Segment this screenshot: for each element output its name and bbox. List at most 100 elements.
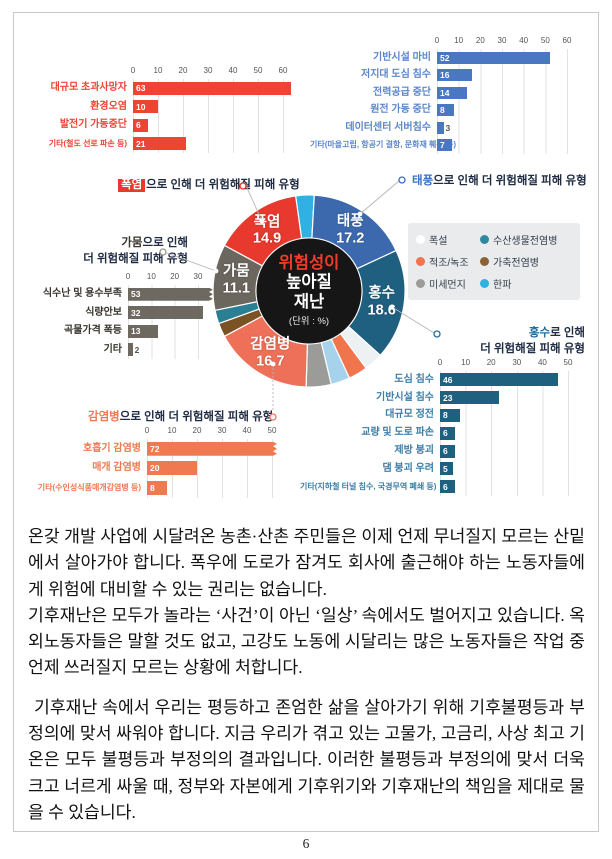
donut-svg <box>212 194 406 388</box>
donut-wedge-label: 가뭄 11.1 <box>222 263 250 297</box>
bar-track: 8 <box>440 408 568 422</box>
typhoon-accent: 태풍 <box>412 175 434 187</box>
bar-label: 도심 침수 <box>394 373 434 385</box>
paragraph-1: 온갖 개발 사업에 시달려온 농촌·산촌 주민들은 이제 언제 무너질지 모르는… <box>28 527 585 599</box>
bar-row: 발전기 가동중단 6 <box>30 116 283 135</box>
bar-value: 14 <box>440 87 450 98</box>
paragraph-3: 기후재난 속에서 우리는 평등하고 존엄한 삶을 살아가기 위해 기후불평등과 … <box>28 697 585 822</box>
bar <box>133 81 291 95</box>
axis-tick: 30 <box>203 66 213 75</box>
bar-row: 대규모 초과사망자 63 <box>30 79 291 98</box>
bar-row: 원전 가동 중단 8 <box>310 102 567 120</box>
axis-tick: 50 <box>540 36 550 45</box>
bar-row: 매개 감염병 20 <box>25 459 272 479</box>
axis-tick: 30 <box>497 36 507 45</box>
bar-track: 14 <box>437 86 567 99</box>
donut-wedge-label: 태풍 17.2 <box>336 213 365 247</box>
bar-label: 식량안보 <box>85 306 122 318</box>
bar-value: 20 <box>150 463 160 473</box>
axis-tick: 20 <box>486 358 496 367</box>
bar-track: 21 <box>133 137 283 151</box>
bar-label: 기타(지하철 터널 침수, 국경무역 폐쇄 등) <box>300 481 437 491</box>
heatwave-accent: 폭염 <box>118 179 146 192</box>
axis-tick: 40 <box>228 66 238 75</box>
bar-label: 곡물가격 폭등 <box>64 325 122 337</box>
infection-accent: 감염병 <box>88 411 120 423</box>
bar-track: 20 <box>147 461 272 476</box>
legend-item: 수산생물전염병 <box>480 232 572 247</box>
bar-label: 대규모 정전 <box>385 409 434 421</box>
axis-tick: 10 <box>167 426 177 435</box>
bar <box>440 373 558 387</box>
axis-tick: 20 <box>192 426 202 435</box>
bar-row: 댐 붕괴 우려 5 <box>300 460 568 478</box>
paragraph-2: 기후재난은 모두가 놀라는 ‘사건’이 아닌 ‘일상’ 속에서도 벌어지고 있습… <box>28 605 585 678</box>
legend-item: 적조/녹조 <box>416 254 480 269</box>
bar <box>440 426 456 440</box>
bar-value: 46 <box>443 374 453 385</box>
page-number: 6 <box>302 836 310 851</box>
axis-tick: 10 <box>461 358 471 367</box>
legend-label: 수산생물전염병 <box>493 236 558 247</box>
axis-tick: 50 <box>267 426 277 435</box>
bar-label: 호흡기 감염병 <box>83 442 141 454</box>
bar-row: 호흡기 감염병 72 <box>25 439 272 459</box>
bar-row: 환경오염 10 <box>30 98 283 117</box>
page-border <box>13 12 599 832</box>
donut-legend: 폭설 적조/녹조 미세먼지 수산생물전염병 가축전염병 한파 <box>408 223 580 300</box>
flood-bar-chart: 0 10 20 30 40 50 도심 침수 46 기반시설 침수 23 대규모 정전 8 교량 및 도… <box>300 358 572 496</box>
bar-label: 데이터센터 서버침수 <box>345 121 431 133</box>
bar-value: 21 <box>136 138 146 149</box>
bar-track: 8 <box>437 104 567 117</box>
bar-track: 53 <box>128 288 198 301</box>
legend-dot <box>480 279 489 288</box>
bar-label: 기타 <box>103 343 122 355</box>
bar-label: 기반시설 침수 <box>376 391 434 403</box>
bar-row: 대규모 정전 8 <box>300 407 568 425</box>
bar-track: 72 <box>147 442 272 456</box>
axis-tick: 0 <box>434 36 440 45</box>
legend-item: 폭설 <box>416 232 480 247</box>
bar <box>147 480 167 495</box>
bar-value: 6 <box>443 428 448 439</box>
axis-tick: 0 <box>125 272 131 281</box>
bar <box>437 86 468 99</box>
axis-tick: 50 <box>253 66 263 75</box>
bar-value: 6 <box>443 481 448 492</box>
bar-label: 매개 감염병 <box>92 462 141 474</box>
bar-row: 곡물가격 폭등 13 <box>35 322 198 341</box>
bar-track: 52 <box>437 51 567 64</box>
donut-wedge-폭염 <box>223 195 303 267</box>
bar-value: 6 <box>136 120 141 130</box>
bar-row: 교량 및 도로 파손 6 <box>300 424 568 442</box>
bar-row: 기타 2 <box>35 341 198 360</box>
legend-item: 가축전염병 <box>480 254 572 269</box>
legend-dot <box>416 279 425 288</box>
legend-label: 적조/녹조 <box>429 258 469 269</box>
donut-wedge-label: 폭염 14.9 <box>252 213 282 247</box>
heatwave-bar-chart: 0 10 20 30 40 50 60 대규모 초과사망자 63 환경오염 10 발전기 가동중단 6 기… <box>30 66 291 154</box>
bar-value: 8 <box>150 482 155 493</box>
axis-tick: 40 <box>537 358 547 367</box>
bar-label: 기타(마을고립, 항공기 결항, 문화재 훼손 등) <box>310 140 457 150</box>
flood-accent: 홍수 <box>528 327 551 339</box>
bar-row: 기반시설 침수 23 <box>300 389 568 407</box>
donut-center-label: 위험성이 높아질 재난 (단위 : %) <box>278 254 340 328</box>
bar <box>133 137 186 151</box>
axis-tick: 20 <box>475 36 485 45</box>
bar-label: 기타(철도 선로 파손 등) <box>48 138 127 148</box>
bar <box>437 51 550 64</box>
bar-value: 72 <box>150 443 160 454</box>
donut-center-disc <box>256 238 362 344</box>
infection-chart-title: 감염병으로 인해 더 위험해질 피해 유형 <box>88 411 274 423</box>
bar-row: 제방 붕괴 6 <box>300 442 568 460</box>
bar-track: 7 <box>437 139 567 152</box>
axis-tick: 40 <box>242 426 252 435</box>
bar-row: 기타(철도 선로 파손 등) 21 <box>30 135 283 154</box>
bar-track: 63 <box>133 81 291 95</box>
axis-tick: 20 <box>170 272 180 281</box>
legend-dot <box>480 235 489 244</box>
bar <box>147 461 197 476</box>
flood-chart-title: 홍수로 인해 더 위험해질 피해 유형 <box>480 327 585 355</box>
